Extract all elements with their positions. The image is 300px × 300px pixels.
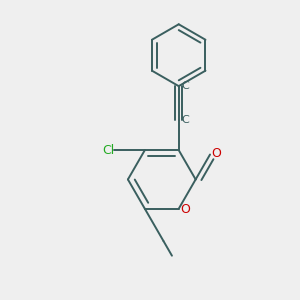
Text: Cl: Cl (102, 144, 115, 157)
Text: O: O (211, 146, 221, 160)
Text: O: O (180, 203, 190, 216)
Text: C: C (181, 115, 189, 124)
Text: C: C (181, 81, 189, 91)
